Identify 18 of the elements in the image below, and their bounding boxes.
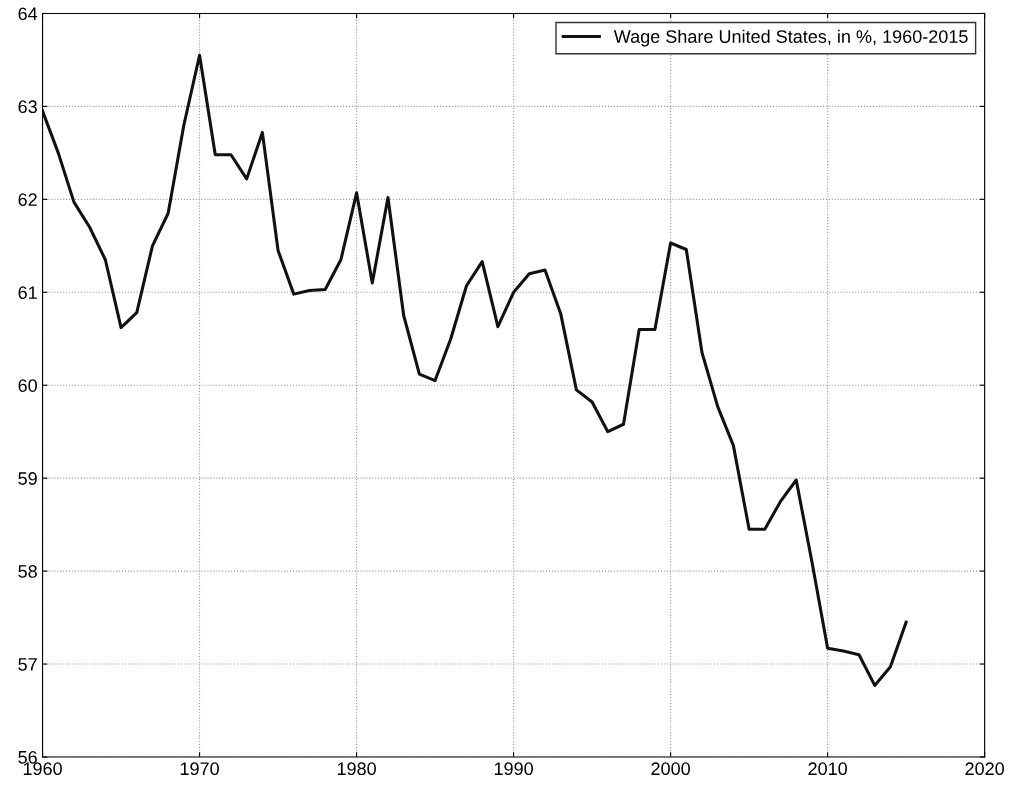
y-tick-label: 56 xyxy=(18,750,37,764)
line-series xyxy=(42,53,908,687)
x-tick-label: 2010 xyxy=(808,762,847,776)
y-tick-label: 57 xyxy=(18,658,37,671)
x-tick-label: 1980 xyxy=(337,762,376,776)
y-tick-label: 63 xyxy=(18,100,37,114)
x-tick-label: 1990 xyxy=(494,762,533,776)
x-tick-label: 2000 xyxy=(651,762,690,776)
y-tick-label: 61 xyxy=(18,286,37,299)
legend-label: Wage Share United States, in %, 1960-2015 xyxy=(613,29,968,47)
y-tick-label: 62 xyxy=(18,193,37,207)
y-tick-label: 60 xyxy=(18,379,37,392)
y-tick-label: 59 xyxy=(18,472,37,485)
y-tick-label: 64 xyxy=(18,7,38,21)
y-tick-label: 58 xyxy=(18,565,37,578)
x-tick-label: 1970 xyxy=(180,762,219,776)
x-tick-label: 2020 xyxy=(965,762,1005,776)
x-tick-label: 1960 xyxy=(23,762,62,776)
